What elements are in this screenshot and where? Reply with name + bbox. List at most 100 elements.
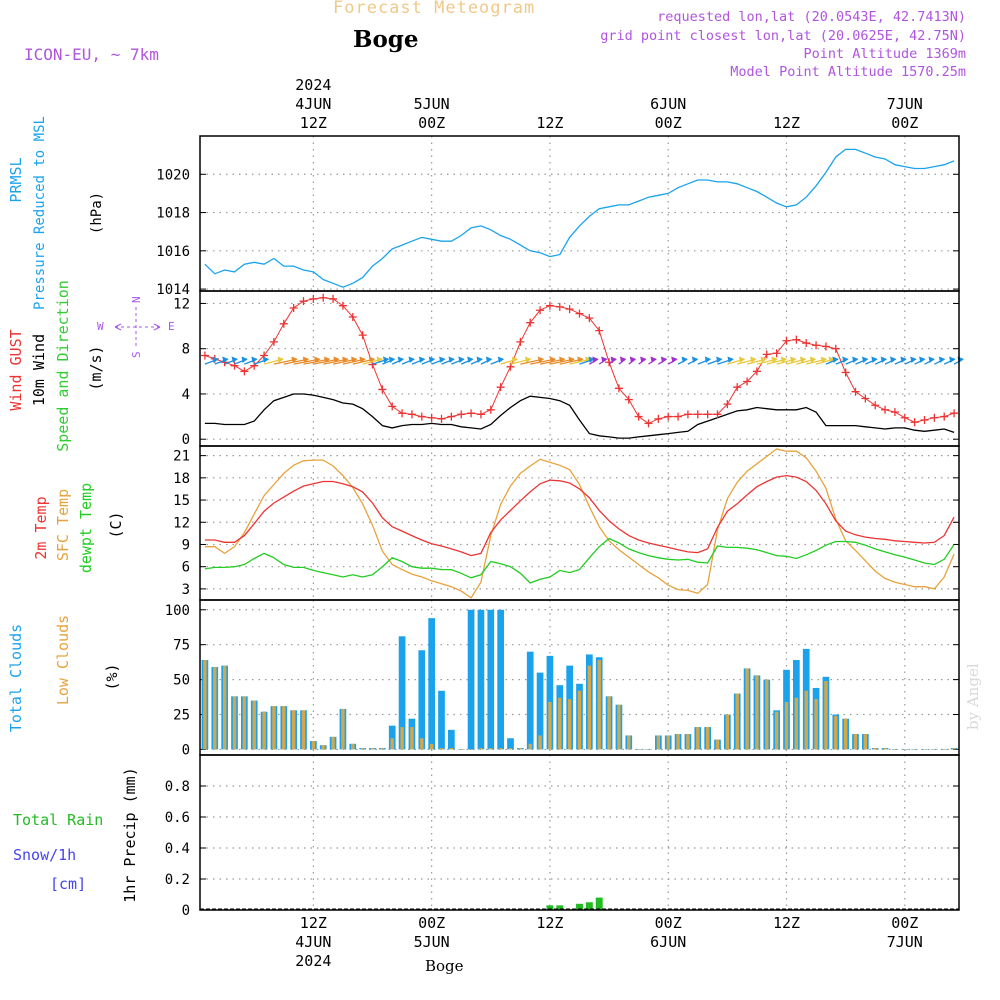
- wind-direction-arrow: [559, 356, 584, 365]
- wind-gust-marker: [526, 318, 535, 327]
- wind-gust-marker: [407, 410, 416, 419]
- y-tick-label: 1014: [156, 282, 190, 298]
- compass-s: S: [130, 351, 143, 358]
- low-cloud-bar: [518, 748, 523, 750]
- wind-gust-marker: [792, 335, 801, 344]
- temp-unit: (C): [107, 511, 125, 538]
- wind-gust-marker: [269, 337, 278, 346]
- wind-direction-arrow: [667, 356, 678, 365]
- wind-direction-arrow: [313, 356, 340, 365]
- low-cloud-bar: [242, 696, 247, 750]
- y-tick-label: 12: [173, 296, 190, 312]
- point-altitude: Point Altitude 1369m: [803, 46, 966, 62]
- wind-direction-arrow: [845, 356, 859, 365]
- wind-gust-marker: [831, 344, 840, 353]
- low-cloud-bar: [528, 743, 532, 750]
- wind-gust-marker: [890, 408, 899, 417]
- wind-gust-marker: [427, 413, 436, 422]
- wind-direction-arrow: [372, 356, 390, 365]
- temp-2m-label: 2m Temp: [32, 496, 50, 559]
- wind-gust-marker: [930, 413, 939, 422]
- wind-gust-marker: [614, 384, 623, 393]
- wind-direction-arrow: [234, 356, 248, 365]
- wind-direction-arrow: [283, 356, 310, 365]
- gridpoint-coords: grid point closest lon,lat (20.0625E, 42…: [600, 28, 966, 44]
- wind-gust-marker: [309, 294, 318, 303]
- low-cloud-bar: [774, 711, 779, 750]
- low-cloud-bar: [824, 680, 828, 750]
- model-point-altitude: Model Point Altitude 1570.25m: [730, 64, 966, 80]
- wind-gust-marker: [920, 415, 929, 424]
- top-time-label: 12Z: [300, 114, 327, 132]
- low-cloud-bar: [282, 706, 286, 750]
- wind-direction-arrow: [401, 356, 415, 365]
- y-tick-label: 1016: [156, 244, 190, 260]
- low-cloud-bar: [567, 699, 572, 750]
- low-cloud-bar: [252, 700, 256, 750]
- bottom-date-label: 4JUN: [295, 933, 331, 951]
- wind-gust-marker: [634, 412, 643, 421]
- low-cloud-bar: [617, 704, 621, 750]
- low-cloud-bar: [301, 710, 306, 750]
- pressure-panel-frame: [199, 135, 960, 292]
- low-cloud-bar: [410, 727, 414, 750]
- low-cloud-bar: [666, 735, 670, 750]
- wind-gust-marker: [743, 377, 752, 386]
- low-cloud-bar: [853, 734, 858, 750]
- wind-direction-arrow: [510, 356, 532, 365]
- snow-unit: [cm]: [50, 875, 86, 893]
- wind-direction-arrow: [648, 356, 657, 365]
- total-cloud-bar: [536, 672, 544, 750]
- bottom-time-label: 12Z: [773, 914, 800, 932]
- low-cloud-bar: [597, 660, 601, 750]
- wind-direction-arrow: [323, 356, 349, 365]
- low-cloud-bar: [627, 735, 631, 750]
- wind-direction-arrow: [530, 356, 557, 365]
- low-cloud-bar: [903, 749, 907, 750]
- wind-direction-arrow: [677, 356, 688, 365]
- rain-bar: [595, 897, 603, 910]
- low-cloud-bar: [390, 738, 394, 750]
- wind-direction-arrow: [539, 356, 566, 365]
- low-cloud-bar: [893, 749, 897, 750]
- wind-direction-arrow: [273, 356, 298, 365]
- low-cloud-bar: [932, 749, 937, 750]
- low-cloud-bar: [232, 696, 237, 750]
- temp-dew-label: dewpt Temp: [77, 483, 95, 573]
- wind-direction-arrow: [253, 356, 270, 365]
- low-cloud-bar: [469, 749, 473, 750]
- wind-gust-marker: [289, 303, 298, 312]
- wind-direction-arrow: [431, 356, 446, 365]
- wind-direction-arrow: [598, 356, 608, 365]
- wind-direction-arrow: [470, 356, 483, 365]
- low-cloud-bar: [272, 706, 276, 750]
- wind-gust-marker: [693, 410, 702, 419]
- wind-gust-marker: [437, 414, 446, 423]
- wind-direction-arrow: [865, 356, 878, 365]
- wind-gust-marker: [841, 368, 850, 377]
- precip-panel-frame: [199, 754, 960, 911]
- wind-gust-marker: [910, 418, 919, 427]
- low-cloud-bar: [814, 699, 818, 750]
- wind-gust-marker: [565, 305, 574, 314]
- top-time-label: 00Z: [891, 114, 918, 132]
- wind-gust-marker: [654, 414, 663, 423]
- low-cloud-bar: [213, 667, 217, 750]
- wind-direction-arrow: [391, 356, 405, 365]
- top-date-label: 5JUN: [414, 95, 450, 113]
- sfc-temp-line: [204, 448, 955, 599]
- y-tick-label: 18: [173, 471, 190, 487]
- compass-n: N: [130, 296, 143, 303]
- top-time-label: 12Z: [536, 114, 563, 132]
- total-cloud-bar: [448, 729, 455, 750]
- wind-gust-marker: [802, 339, 811, 348]
- cloud-total-label: Total Clouds: [7, 624, 25, 732]
- wind-gust-marker: [812, 341, 821, 350]
- wind-direction-arrow: [815, 356, 835, 365]
- wind-direction-arrow: [451, 356, 465, 365]
- y-tick-label: 75: [173, 638, 190, 654]
- low-cloud-bar: [725, 714, 730, 750]
- top-time-label: 00Z: [418, 114, 445, 132]
- wind-gust-marker: [496, 383, 505, 392]
